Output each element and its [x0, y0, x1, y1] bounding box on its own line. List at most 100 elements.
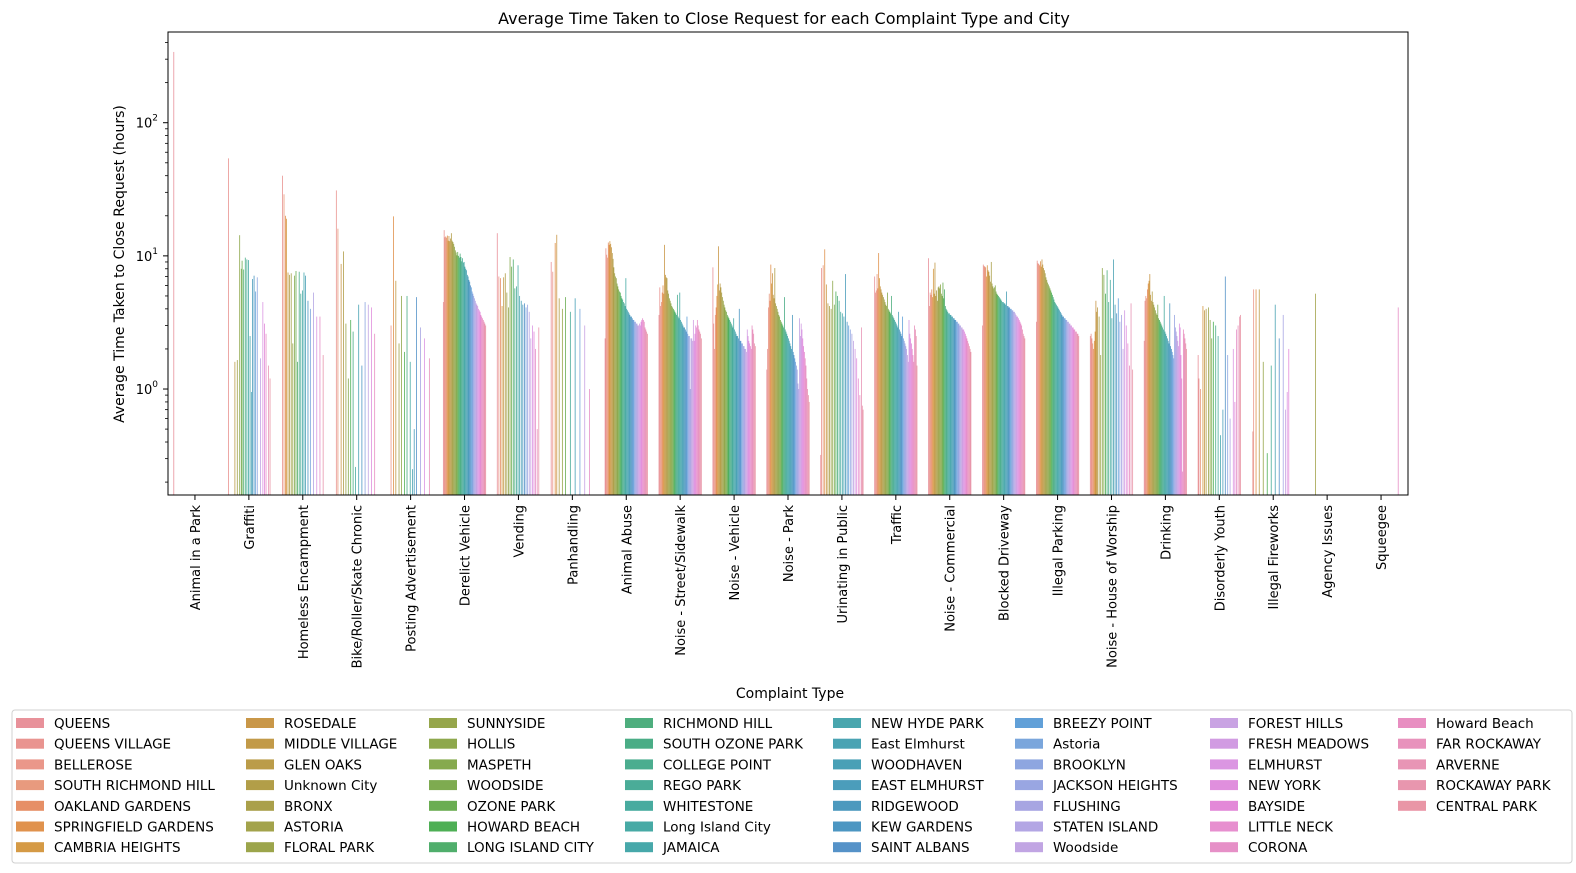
- legend-swatch: [246, 780, 274, 791]
- bar: [1239, 316, 1241, 495]
- legend-swatch: [1210, 821, 1238, 832]
- legend-swatch: [1015, 780, 1043, 791]
- y-axis-label: Average Time Taken to Close Request (hou…: [112, 105, 128, 423]
- bar: [888, 310, 890, 495]
- bar: [989, 275, 991, 495]
- bar: [788, 340, 790, 495]
- bar: [1155, 310, 1156, 495]
- bar: [733, 318, 735, 495]
- bar: [234, 361, 236, 495]
- bar: [999, 298, 1001, 495]
- bar: [1039, 265, 1040, 495]
- bar: [1186, 348, 1187, 495]
- bar: [589, 389, 590, 495]
- legend-swatch: [833, 800, 861, 811]
- bar: [782, 325, 784, 495]
- bar: [900, 333, 902, 495]
- bar: [533, 331, 535, 495]
- bar: [1156, 314, 1158, 495]
- bar: [1212, 321, 1214, 495]
- bar: [1170, 348, 1172, 495]
- bar: [929, 292, 931, 495]
- bar: [454, 250, 456, 495]
- bar: [558, 298, 560, 495]
- bar: [371, 307, 372, 495]
- bar: [785, 331, 787, 495]
- bar: [253, 275, 255, 495]
- legend-swatch: [429, 759, 457, 770]
- bar: [528, 311, 530, 495]
- bar: [624, 306, 626, 495]
- bar: [1222, 409, 1224, 495]
- bar: [322, 355, 324, 495]
- bar: [781, 323, 783, 495]
- x-tick-label: Animal in a Park: [189, 505, 204, 611]
- bar: [458, 255, 459, 495]
- bar: [1090, 333, 1092, 495]
- legend-label: REGO PARK: [663, 778, 742, 794]
- bar: [298, 271, 300, 495]
- bar: [910, 338, 912, 495]
- legend-label: MIDDLE VILLAGE: [284, 737, 397, 753]
- bar: [1097, 307, 1098, 495]
- bar: [669, 300, 671, 495]
- bar: [1022, 329, 1023, 495]
- legend-swatch: [16, 842, 44, 853]
- bar: [474, 298, 475, 495]
- bar: [1236, 329, 1237, 495]
- legend-swatch: [1015, 821, 1043, 832]
- bar: [454, 246, 455, 495]
- bar: [627, 311, 629, 495]
- bar: [751, 325, 753, 495]
- bar: [964, 333, 966, 495]
- bar: [631, 316, 632, 495]
- bar: [766, 369, 768, 495]
- bar: [643, 319, 644, 495]
- bar: [1177, 340, 1179, 495]
- bar: [747, 336, 749, 495]
- bar: [1151, 300, 1152, 495]
- bar: [746, 351, 747, 495]
- bar: [1132, 369, 1134, 495]
- bar: [1100, 355, 1102, 495]
- legend-swatch: [429, 738, 457, 749]
- bar: [1063, 316, 1064, 495]
- bar: [1101, 268, 1103, 495]
- bar: [295, 270, 297, 495]
- bar: [693, 340, 695, 495]
- bar: [721, 292, 723, 495]
- bar: [1153, 304, 1155, 495]
- legend-swatch: [1015, 759, 1043, 770]
- bar: [791, 348, 792, 495]
- bar: [700, 338, 702, 495]
- bar: [615, 276, 616, 495]
- bar: [807, 389, 808, 495]
- bar: [950, 314, 952, 495]
- bar: [936, 290, 937, 495]
- bar: [1010, 308, 1012, 495]
- bar: [945, 308, 947, 495]
- bar: [473, 295, 475, 495]
- bar: [1093, 340, 1095, 495]
- bar: [848, 325, 850, 495]
- bar: [942, 282, 944, 495]
- bar: [1165, 333, 1167, 495]
- y-tick-label: 100: [136, 380, 159, 398]
- bar: [907, 361, 909, 495]
- legend-label: GLEN OAKS: [284, 757, 362, 773]
- bar: [788, 338, 789, 495]
- legend-swatch: [246, 718, 274, 728]
- bar: [413, 429, 415, 495]
- bar: [955, 319, 957, 495]
- bar: [1274, 304, 1276, 495]
- legend-label: STATEN ISLAND: [1053, 820, 1158, 836]
- bar: [738, 338, 739, 495]
- legend-swatch: [833, 821, 861, 832]
- bar: [658, 314, 660, 495]
- bar: [743, 346, 745, 495]
- bar: [796, 369, 798, 495]
- bar: [1124, 310, 1126, 495]
- bar: [511, 266, 513, 495]
- bar: [680, 321, 682, 495]
- bar: [1197, 355, 1199, 495]
